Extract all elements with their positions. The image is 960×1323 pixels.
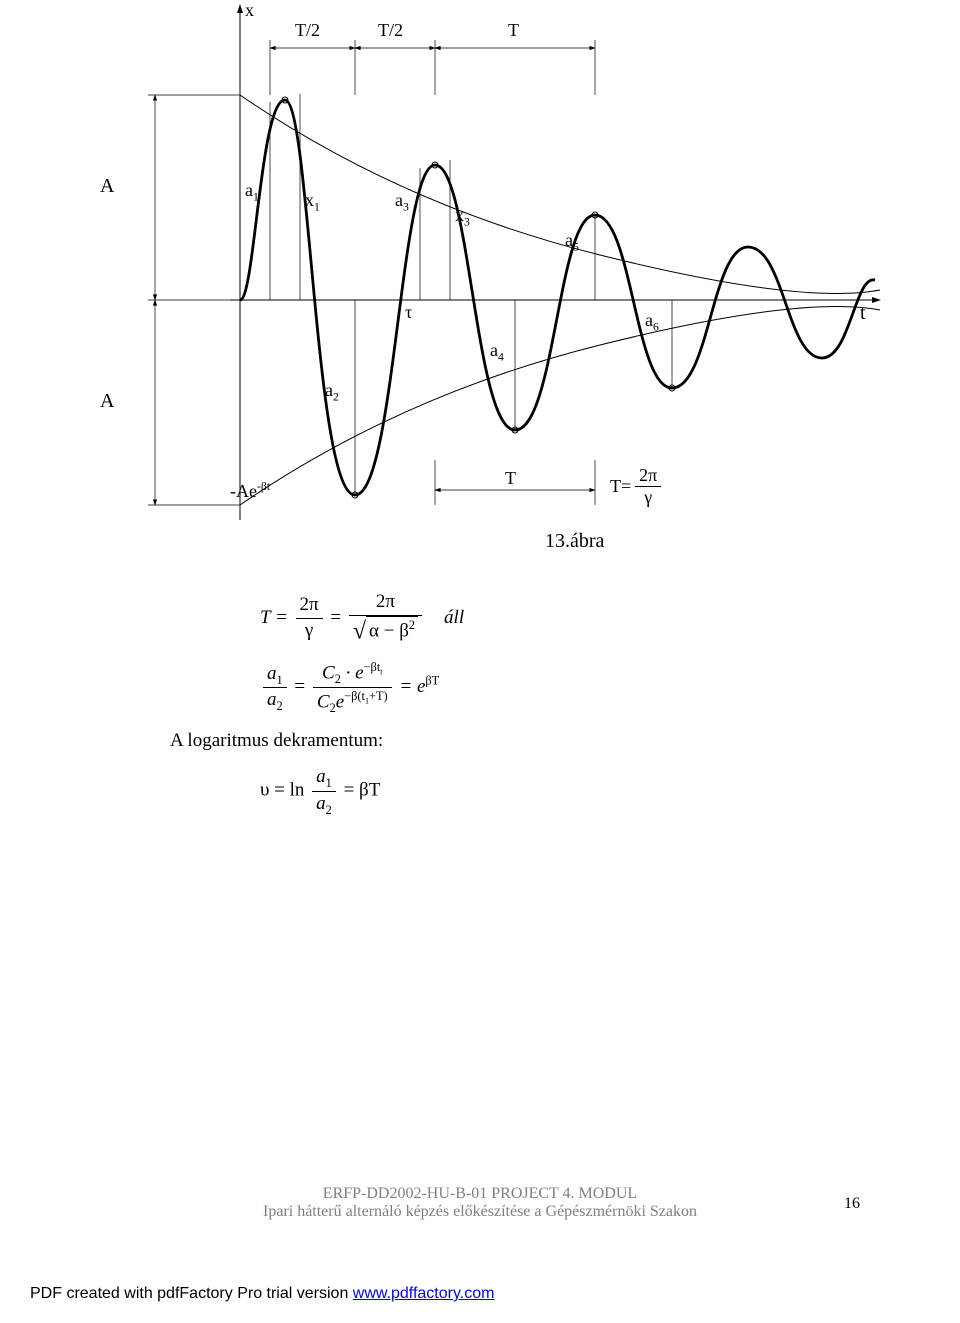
label-a5: a5 [565,230,605,254]
label-envelope: -Ae-βt [230,480,310,502]
figure-caption: 13.ábra [545,530,665,550]
label-a4: a4 [490,340,530,364]
label-tau: τ [405,302,435,323]
label-a1: a1 [245,180,285,204]
equation-block: T = 2π γ = 2π √α − β2 áll a1 a2 = C2 · e… [260,590,464,830]
label-t-top: T [508,20,538,41]
label-t-half-2: T/2 [378,20,418,41]
log-decrement-label: A logaritmus dekramentum: [170,729,464,754]
label-t-half-1: T/2 [295,20,335,41]
pdf-factory-line: PDF created with pdfFactory Pro trial ve… [30,1285,494,1303]
label-a6: a6 [645,310,685,334]
label-a3: a3 [395,190,435,214]
label-t-axis: t [860,302,890,325]
label-a2: a2 [325,380,365,404]
label-x1: x1 [305,190,345,214]
pdf-factory-link[interactable]: www.pdffactory.com [353,1285,495,1302]
label-x3: x3 [455,205,495,229]
label-A-bot: A [100,390,130,413]
eq-amplitude-ratio: a1 a2 = C2 · e−βtt C2e−β(t1+T) = eβT [260,659,464,716]
label-T-bottom: T [505,468,535,489]
label-A-top: A [100,175,130,198]
label-T-eq: T= 2π γ [610,465,700,508]
damped-oscillation-diagram: x T/2 T/2 T A A a1 x1 a2 a3 x3 a4 a5 a6 … [100,0,900,550]
footer-project: ERFP-DD2002-HU-B-01 PROJECT 4. MODUL Ipa… [0,1185,960,1221]
eq-period: T = 2π γ = 2π √α − β2 áll [260,590,464,647]
label-x: x [245,0,275,21]
page-number: 16 [844,1195,860,1213]
eq-log-decrement: υ = ln a1 a2 = βT [260,765,464,818]
